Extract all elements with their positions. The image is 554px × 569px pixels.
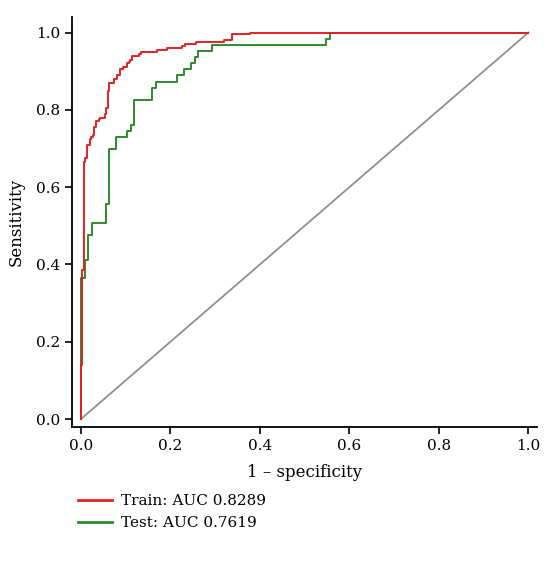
Legend: Train: AUC 0.8289, Test: AUC 0.7619: Train: AUC 0.8289, Test: AUC 0.7619 xyxy=(72,488,272,536)
X-axis label: 1 – specificity: 1 – specificity xyxy=(247,464,362,481)
Y-axis label: Sensitivity: Sensitivity xyxy=(8,178,25,266)
